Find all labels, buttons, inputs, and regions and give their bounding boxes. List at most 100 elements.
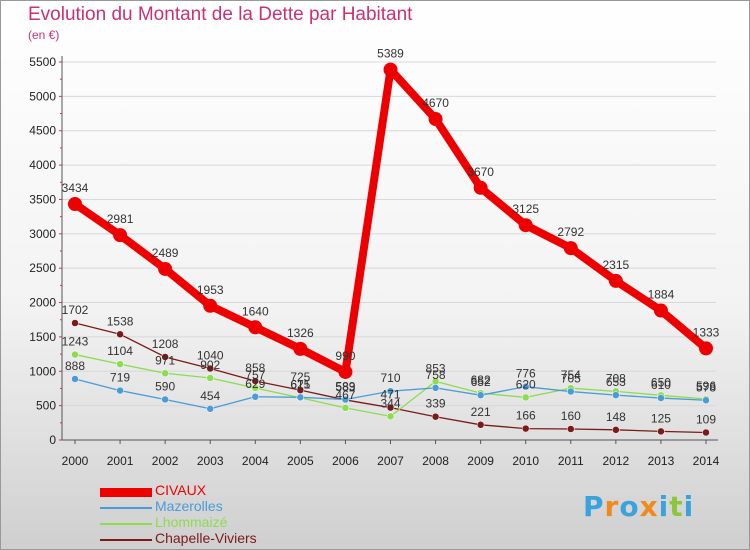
data-point-lhommaiz- — [161, 369, 169, 378]
data-label-lhommaiz-: 853 — [426, 361, 446, 375]
data-point-civaux — [158, 261, 173, 276]
y-tick-label: 5500 — [29, 55, 56, 69]
data-label-chapelle-viviers: 471 — [380, 388, 400, 402]
logo-letter: r — [604, 490, 620, 523]
data-label-mazerolles: 652 — [471, 375, 491, 389]
data-label-civaux: 2489 — [152, 246, 179, 260]
legend-label: Mazerolles — [155, 498, 223, 514]
data-label-mazerolles: 653 — [606, 375, 626, 389]
data-point-mazerolles — [251, 393, 260, 401]
data-point-civaux — [608, 273, 623, 288]
data-label-chapelle-viviers: 1040 — [197, 349, 224, 363]
y-tick-label: 4500 — [29, 124, 56, 138]
data-label-lhommaiz-: 596 — [696, 379, 716, 393]
data-label-civaux: 1640 — [242, 304, 269, 318]
data-label-civaux: 5389 — [377, 47, 404, 61]
logo-letter: x — [639, 490, 659, 523]
data-point-mazerolles — [116, 386, 124, 395]
data-point-mazerolles — [431, 384, 440, 392]
x-tick-label: 2011 — [558, 454, 584, 468]
data-label-civaux: 1333 — [693, 325, 720, 339]
x-tick-label: 2008 — [422, 454, 449, 468]
data-label-mazerolles: 621 — [290, 377, 310, 391]
data-point-civaux — [338, 364, 353, 379]
data-label-lhommaiz-: 650 — [651, 375, 671, 389]
data-point-chapelle-viviers — [116, 330, 124, 339]
logo-letter: t — [669, 490, 684, 523]
data-label-civaux: 2315 — [603, 258, 630, 272]
data-point-lhommaiz- — [251, 384, 260, 392]
x-tick-label: 2012 — [603, 454, 630, 468]
data-point-civaux — [293, 341, 308, 356]
legend-swatch — [100, 523, 152, 525]
logo-letter: o — [619, 490, 640, 523]
data-point-lhommaiz- — [206, 374, 214, 382]
data-point-mazerolles — [657, 394, 665, 402]
data-point-chapelle-viviers — [567, 425, 575, 433]
y-tick-label: 500 — [36, 399, 56, 413]
data-point-mazerolles — [341, 395, 350, 404]
data-label-lhommaiz-: 615 — [290, 378, 310, 392]
data-point-chapelle-viviers — [161, 353, 169, 361]
data-label-mazerolles: 578 — [696, 380, 716, 394]
data-label-lhommaiz-: 757 — [245, 368, 265, 382]
y-tick-label: 5000 — [29, 89, 56, 103]
legend-label: Chapelle-Viviers — [155, 530, 257, 546]
x-tick-label: 2007 — [377, 454, 404, 468]
data-point-chapelle-viviers — [71, 319, 79, 327]
data-label-chapelle-viviers: 221 — [471, 405, 491, 419]
x-tick-label: 2004 — [242, 454, 269, 468]
data-point-civaux — [473, 180, 488, 195]
data-point-mazerolles — [161, 395, 169, 404]
data-label-chapelle-viviers: 1538 — [107, 314, 134, 328]
x-tick-label: 2006 — [332, 454, 359, 468]
data-label-civaux: 3670 — [467, 165, 494, 179]
data-label-civaux: 2792 — [557, 225, 584, 239]
data-point-civaux — [518, 218, 533, 233]
data-point-civaux — [563, 241, 578, 256]
series-line-civaux — [71, 65, 710, 376]
x-tick-label: 2000 — [62, 454, 89, 468]
data-label-chapelle-viviers: 1208 — [152, 337, 179, 351]
legend-label: CIVAUX — [155, 482, 207, 498]
data-label-civaux: 1884 — [648, 288, 675, 302]
data-label-lhommaiz-: 708 — [606, 371, 626, 385]
data-label-lhommaiz-: 902 — [200, 358, 220, 372]
data-label-mazerolles: 705 — [561, 372, 581, 386]
legend-swatch — [100, 507, 152, 509]
y-tick-label: 2000 — [29, 296, 56, 310]
x-tick-label: 2005 — [287, 454, 314, 468]
data-point-civaux — [68, 196, 82, 211]
data-point-lhommaiz- — [521, 393, 530, 402]
x-tick-label: 2002 — [152, 454, 179, 468]
data-label-mazerolles: 888 — [65, 359, 85, 373]
data-label-civaux: 1953 — [197, 283, 224, 297]
data-point-lhommaiz- — [71, 350, 79, 359]
y-tick-label: 1000 — [29, 364, 56, 378]
data-point-lhommaiz- — [341, 404, 350, 412]
data-point-chapelle-viviers — [657, 427, 665, 436]
data-label-mazerolles: 710 — [380, 371, 400, 385]
data-point-mazerolles — [521, 382, 530, 391]
data-point-civaux — [653, 303, 668, 318]
data-point-lhommaiz- — [386, 412, 395, 421]
data-label-chapelle-viviers: 339 — [426, 397, 446, 411]
data-point-civaux — [113, 228, 128, 243]
data-point-mazerolles — [612, 391, 620, 399]
data-label-civaux: 2981 — [107, 212, 134, 226]
legend-swatch — [100, 488, 152, 497]
y-tick-label: 3500 — [29, 192, 56, 206]
data-point-civaux — [203, 298, 218, 313]
y-tick-label: 4000 — [29, 158, 56, 172]
data-point-civaux — [383, 62, 398, 77]
data-point-mazerolles — [386, 387, 395, 395]
data-label-civaux: 3125 — [512, 202, 539, 216]
data-point-mazerolles — [71, 375, 79, 383]
data-point-civaux — [699, 341, 713, 356]
data-label-chapelle-viviers: 1702 — [62, 303, 89, 317]
data-label-chapelle-viviers: 148 — [606, 410, 626, 424]
y-axis-unit: (en €) — [28, 28, 60, 42]
data-point-chapelle-viviers — [386, 403, 395, 412]
data-label-lhommaiz-: 754 — [561, 368, 581, 382]
